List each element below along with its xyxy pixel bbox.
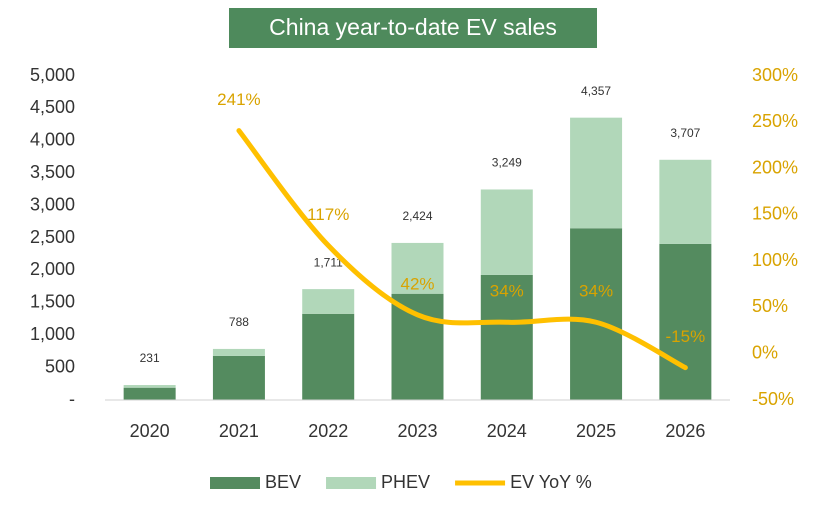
x-tick-label: 2025 xyxy=(576,421,616,441)
line-value-label: -15% xyxy=(666,327,706,346)
y-tick-label: 3,000 xyxy=(30,194,75,214)
bar-segment xyxy=(212,355,265,400)
y-tick-label: - xyxy=(69,389,75,409)
bar-segment xyxy=(302,289,355,314)
bar-segment xyxy=(570,228,623,400)
bar-segment xyxy=(570,117,623,229)
line-value-label: 34% xyxy=(490,282,524,301)
y2-tick-label: 100% xyxy=(752,250,798,270)
total-label: 1,711 xyxy=(314,255,343,269)
y-tick-label: 2,000 xyxy=(30,259,75,279)
total-label: 788 xyxy=(229,315,249,329)
bar-segment xyxy=(123,385,176,388)
legend-label: BEV xyxy=(265,472,301,492)
line-value-label: 117% xyxy=(307,205,349,224)
title-background xyxy=(229,8,597,48)
bar-segment xyxy=(302,313,355,400)
legend-swatch xyxy=(326,477,377,489)
line-value-label: 34% xyxy=(579,282,613,301)
bar-segment xyxy=(480,274,533,400)
y-tick-label: 2,500 xyxy=(30,227,75,247)
legend-swatch xyxy=(210,477,260,489)
x-tick-label: 2020 xyxy=(130,421,170,441)
x-tick-label: 2021 xyxy=(219,421,259,441)
y-tick-label: 1,000 xyxy=(30,324,75,344)
bar-segment xyxy=(659,159,712,244)
y2-tick-label: 0% xyxy=(752,342,778,362)
x-tick-label: 2026 xyxy=(665,421,705,441)
x-tick-label: 2024 xyxy=(487,421,527,441)
y2-tick-label: 200% xyxy=(752,157,798,177)
y-tick-label: 5,000 xyxy=(30,65,75,85)
bar-segment xyxy=(391,242,444,294)
legend-label: EV YoY % xyxy=(510,472,592,492)
y-tick-label: 3,500 xyxy=(30,162,75,182)
y2-tick-label: 250% xyxy=(752,111,798,131)
y2-tick-label: -50% xyxy=(752,389,794,409)
line-value-label: 241% xyxy=(217,90,260,109)
y-tick-label: 4,500 xyxy=(30,97,75,117)
bar-segment xyxy=(659,243,712,400)
y2-tick-label: 300% xyxy=(752,65,798,85)
total-label: 3,249 xyxy=(492,156,522,170)
y-tick-label: 500 xyxy=(45,356,75,376)
line-value-label: 42% xyxy=(400,274,434,293)
y2-tick-label: 50% xyxy=(752,296,788,316)
chart-title: China year-to-date EV sales xyxy=(269,14,557,40)
bar-segment xyxy=(212,348,265,356)
bar-segment xyxy=(391,293,444,400)
total-label: 4,357 xyxy=(581,84,611,98)
legend-label: PHEV xyxy=(381,472,430,492)
total-label: 2,424 xyxy=(402,209,432,223)
total-label: 3,707 xyxy=(670,126,700,140)
total-label: 231 xyxy=(140,351,160,365)
line xyxy=(236,128,688,371)
bar-segment xyxy=(123,387,176,400)
y-tick-label: 4,000 xyxy=(30,130,75,150)
y-tick-label: 1,500 xyxy=(30,292,75,312)
x-tick-label: 2022 xyxy=(308,421,348,441)
x-tick-label: 2023 xyxy=(397,421,437,441)
y2-tick-label: 150% xyxy=(752,204,798,224)
bar-segment xyxy=(480,189,533,275)
